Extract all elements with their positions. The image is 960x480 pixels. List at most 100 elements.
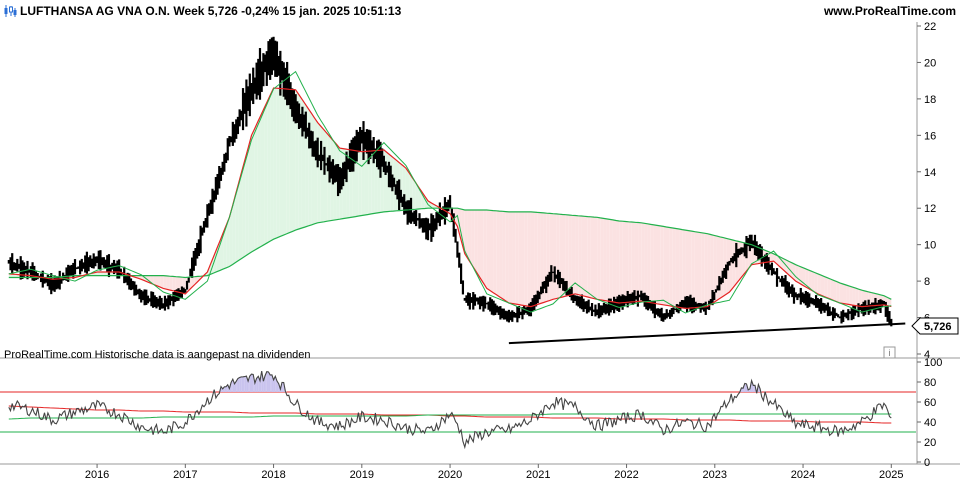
rsi-overbought-fill bbox=[265, 371, 267, 392]
ma-cloud-segment bbox=[267, 94, 271, 243]
ma-cloud-segment bbox=[160, 275, 164, 289]
ma-cloud-segment bbox=[471, 210, 475, 269]
ma-cloud-segment bbox=[634, 222, 639, 302]
ma-cloud-segment bbox=[836, 281, 840, 303]
ma-cloud-segment bbox=[486, 210, 490, 291]
info-icon[interactable]: i bbox=[883, 346, 896, 359]
ma-cloud-segment bbox=[858, 289, 862, 307]
x-tick-label: 2024 bbox=[791, 469, 815, 480]
chart-title: LUFTHANSA AG VNA O.N. Week 5,726 -0,24% … bbox=[20, 4, 402, 18]
ma-cloud-segment bbox=[887, 297, 892, 307]
x-tick-label: 2025 bbox=[879, 469, 903, 480]
rsi-overbought-fill bbox=[251, 374, 254, 392]
ma-cloud-segment bbox=[688, 230, 692, 309]
last-price-tag: 5,726 bbox=[911, 317, 959, 335]
ma-cloud-segment bbox=[839, 282, 843, 304]
support-trendline[interactable] bbox=[508, 322, 906, 345]
rsi-overbought-fill bbox=[237, 377, 240, 392]
ma-cloud-segment bbox=[808, 269, 812, 291]
ma-cloud-segment bbox=[194, 276, 198, 285]
rsi-signal-red[interactable] bbox=[8, 405, 892, 424]
y-tick-label: 20 bbox=[924, 57, 936, 69]
rsi-overbought-fill bbox=[244, 376, 247, 392]
ma-cloud-segment bbox=[609, 219, 613, 302]
rsi-line[interactable] bbox=[8, 370, 892, 450]
ma-cloud-segment bbox=[289, 89, 293, 233]
ma-cloud-segment bbox=[260, 108, 265, 247]
ma-cloud-segment bbox=[716, 236, 721, 301]
candlestick-icon bbox=[4, 5, 17, 17]
ma-cloud-segment bbox=[276, 88, 280, 238]
ma-cloud-segment bbox=[97, 272, 101, 276]
ma-cloud-segment bbox=[672, 228, 676, 307]
ma-cloud-segment bbox=[830, 279, 834, 301]
short-moving-average[interactable] bbox=[8, 70, 892, 314]
ma-cloud-segment bbox=[323, 129, 328, 222]
ma-cloud-segment bbox=[530, 211, 535, 307]
ma-cloud-segment bbox=[508, 211, 513, 304]
ma-cloud-segment bbox=[852, 287, 856, 306]
rsi-tick-label: 100 bbox=[924, 357, 942, 369]
ma-cloud-segment bbox=[795, 264, 799, 283]
rsi-overbought-fill bbox=[236, 378, 238, 392]
rsi-overbought-fill bbox=[744, 383, 747, 392]
rsi-overbought-fill bbox=[270, 374, 272, 392]
ma-cloud-segment bbox=[644, 223, 648, 303]
ma-cloud-segment bbox=[415, 182, 419, 210]
x-tick-label: 2017 bbox=[173, 469, 197, 480]
ma-cloud-segment bbox=[279, 88, 284, 237]
ma-cloud-segment bbox=[371, 150, 375, 214]
chart-header: LUFTHANSA AG VNA O.N. Week 5,726 -0,24% … bbox=[0, 0, 960, 22]
rsi-tick-label: 20 bbox=[924, 437, 936, 449]
ma-cloud-segment bbox=[216, 240, 220, 272]
ma-cloud-segment bbox=[710, 234, 714, 305]
ma-cloud-segment bbox=[666, 226, 670, 306]
ma-cloud-segment bbox=[248, 135, 252, 255]
ma-cloud-segment bbox=[562, 214, 566, 297]
ma-cloud-segment bbox=[783, 258, 787, 273]
rsi-overbought-fill bbox=[753, 385, 755, 392]
x-tick-label: 2022 bbox=[614, 469, 638, 480]
ma-cloud-segment bbox=[270, 87, 274, 242]
slow-moving-average[interactable] bbox=[8, 207, 892, 300]
rsi-signal-green[interactable] bbox=[8, 413, 892, 420]
ma-cloud-segment bbox=[824, 276, 828, 298]
ma-cloud-segment bbox=[172, 276, 176, 292]
ma-cloud-segment bbox=[801, 267, 806, 287]
rsi-overbought-fill bbox=[751, 380, 754, 392]
ma-cloud-segment bbox=[817, 273, 821, 296]
rsi-overbought-fill bbox=[256, 376, 259, 392]
ma-cloud-segment bbox=[723, 237, 727, 297]
ma-cloud-segment bbox=[163, 275, 167, 290]
ma-cloud-segment bbox=[729, 239, 733, 293]
ma-cloud-segment bbox=[283, 88, 287, 236]
ma-cloud-segment bbox=[697, 232, 702, 308]
ma-cloud-segment bbox=[833, 280, 837, 302]
rsi-overbought-fill bbox=[741, 387, 744, 392]
rsi-overbought-fill bbox=[249, 374, 252, 392]
ma-cloud-segment bbox=[100, 272, 104, 276]
x-tick-label: 2023 bbox=[703, 469, 727, 480]
ma-cloud-segment bbox=[361, 151, 365, 216]
ma-cloud-segment bbox=[518, 211, 522, 306]
ma-cloud-segment bbox=[606, 218, 610, 302]
ma-cloud-segment bbox=[474, 210, 478, 274]
ma-cloud-segment bbox=[571, 215, 576, 295]
ma-cloud-segment bbox=[493, 210, 497, 295]
ma-cloud-segment bbox=[499, 211, 503, 299]
ma-cloud-segment bbox=[805, 268, 809, 289]
ma-cloud-segment bbox=[622, 221, 626, 303]
fast-moving-average[interactable] bbox=[8, 87, 892, 310]
ma-cloud-segment bbox=[707, 233, 711, 307]
ma-cloud-segment bbox=[685, 230, 689, 309]
ma-cloud-segment bbox=[235, 182, 239, 263]
ma-cloud-segment bbox=[625, 221, 629, 303]
ma-cloud-segment bbox=[273, 87, 277, 240]
ma-cloud-segment bbox=[679, 229, 683, 308]
site-link[interactable]: www.ProRealTime.com bbox=[823, 4, 956, 18]
ma-cloud-segment bbox=[292, 89, 296, 232]
ma-cloud-segment bbox=[364, 151, 369, 215]
ma-cloud-segment bbox=[8, 273, 12, 278]
rsi-overbought-fill bbox=[282, 382, 284, 392]
